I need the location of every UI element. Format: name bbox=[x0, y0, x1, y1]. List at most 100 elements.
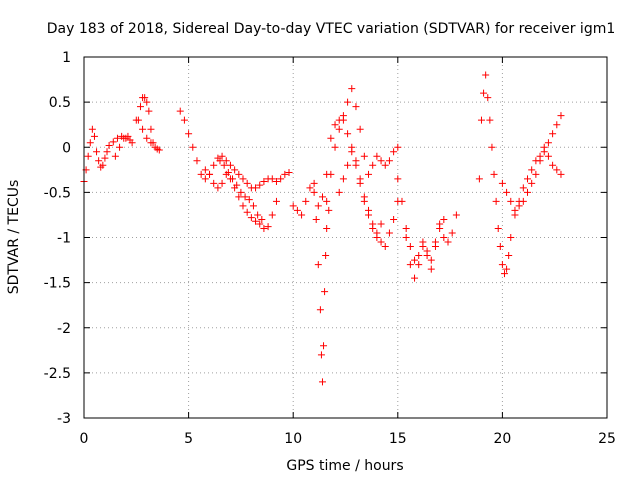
data-point bbox=[524, 175, 532, 183]
data-point bbox=[540, 143, 548, 151]
data-point bbox=[272, 197, 280, 205]
data-point bbox=[318, 378, 326, 386]
data-point bbox=[436, 224, 444, 232]
data-point bbox=[249, 202, 257, 210]
data-point bbox=[252, 217, 260, 225]
data-point bbox=[281, 170, 289, 178]
data-point bbox=[360, 152, 368, 160]
data-point bbox=[356, 175, 364, 183]
data-point bbox=[492, 197, 500, 205]
data-point bbox=[557, 112, 565, 120]
data-point bbox=[335, 125, 343, 133]
y-tick-label: -0.5 bbox=[44, 185, 71, 201]
data-point bbox=[477, 116, 485, 124]
data-point bbox=[237, 188, 245, 196]
data-point bbox=[128, 139, 136, 147]
series-arc7 bbox=[289, 85, 402, 219]
data-point bbox=[176, 107, 184, 115]
data-point bbox=[134, 116, 142, 124]
data-point bbox=[406, 261, 414, 269]
data-point bbox=[241, 193, 249, 201]
data-point bbox=[143, 98, 151, 106]
data-point bbox=[494, 224, 502, 232]
data-point bbox=[352, 157, 360, 165]
data-point bbox=[365, 206, 373, 214]
data-point bbox=[90, 132, 98, 140]
data-point bbox=[549, 161, 557, 169]
data-point bbox=[239, 202, 247, 210]
data-point bbox=[373, 152, 381, 160]
data-point bbox=[206, 170, 214, 178]
data-point bbox=[335, 188, 343, 196]
data-point bbox=[143, 134, 151, 142]
data-point bbox=[553, 166, 561, 174]
x-tick-label: 15 bbox=[389, 431, 407, 447]
data-point bbox=[398, 197, 406, 205]
data-point bbox=[549, 130, 557, 138]
data-point bbox=[394, 143, 402, 151]
plot-frame bbox=[83, 56, 608, 419]
data-point bbox=[423, 247, 431, 255]
data-point bbox=[475, 175, 483, 183]
data-point bbox=[452, 211, 460, 219]
data-point bbox=[306, 184, 314, 192]
series-arc13 bbox=[475, 71, 565, 278]
series-arc12 bbox=[402, 215, 448, 264]
data-point bbox=[314, 261, 322, 269]
data-point bbox=[500, 270, 508, 278]
data-point bbox=[532, 170, 540, 178]
data-point bbox=[147, 125, 155, 133]
data-point bbox=[88, 125, 96, 133]
data-point bbox=[496, 243, 504, 251]
y-tick-label: 0.5 bbox=[49, 95, 71, 111]
data-point bbox=[339, 116, 347, 124]
data-point bbox=[411, 256, 419, 264]
data-point bbox=[285, 169, 293, 177]
data-point bbox=[245, 196, 253, 204]
y-tick-label: -2 bbox=[57, 321, 71, 337]
data-point bbox=[258, 215, 266, 223]
data-point bbox=[235, 193, 243, 201]
data-point bbox=[105, 141, 113, 149]
y-axis-label: SDTVAR / TECUs bbox=[6, 180, 22, 295]
data-point bbox=[317, 351, 325, 359]
chart-title: Day 183 of 2018, Sidereal Day-to-day VTE… bbox=[47, 21, 616, 37]
data-point bbox=[260, 224, 268, 232]
y-tick-label: 0 bbox=[62, 140, 71, 156]
x-tick-label: 25 bbox=[598, 431, 616, 447]
data-point bbox=[325, 206, 333, 214]
data-point bbox=[302, 197, 310, 205]
data-point bbox=[201, 166, 209, 174]
data-point bbox=[293, 206, 301, 214]
data-point bbox=[180, 116, 188, 124]
data-point bbox=[327, 170, 335, 178]
data-point bbox=[260, 178, 268, 186]
data-point bbox=[321, 288, 329, 296]
data-point bbox=[484, 94, 492, 102]
data-point bbox=[528, 166, 536, 174]
x-axis-label: GPS time / hours bbox=[286, 458, 403, 474]
data-point bbox=[557, 170, 565, 178]
data-point bbox=[402, 224, 410, 232]
data-point bbox=[544, 152, 552, 160]
data-point bbox=[385, 229, 393, 237]
data-point bbox=[352, 103, 360, 111]
data-point bbox=[390, 215, 398, 223]
data-point bbox=[103, 148, 111, 156]
data-point bbox=[360, 193, 368, 201]
data-point bbox=[247, 214, 255, 222]
data-point bbox=[544, 139, 552, 147]
y-tick-label: -1 bbox=[57, 231, 71, 247]
data-point bbox=[498, 261, 506, 269]
data-point bbox=[415, 252, 423, 260]
data-point bbox=[264, 223, 272, 231]
data-point bbox=[444, 238, 452, 246]
data-point bbox=[356, 125, 364, 133]
data-point bbox=[511, 206, 519, 214]
series-arc9 bbox=[323, 116, 402, 251]
data-point bbox=[503, 265, 511, 273]
data-point bbox=[394, 175, 402, 183]
data-point bbox=[480, 89, 488, 97]
data-point bbox=[488, 143, 496, 151]
